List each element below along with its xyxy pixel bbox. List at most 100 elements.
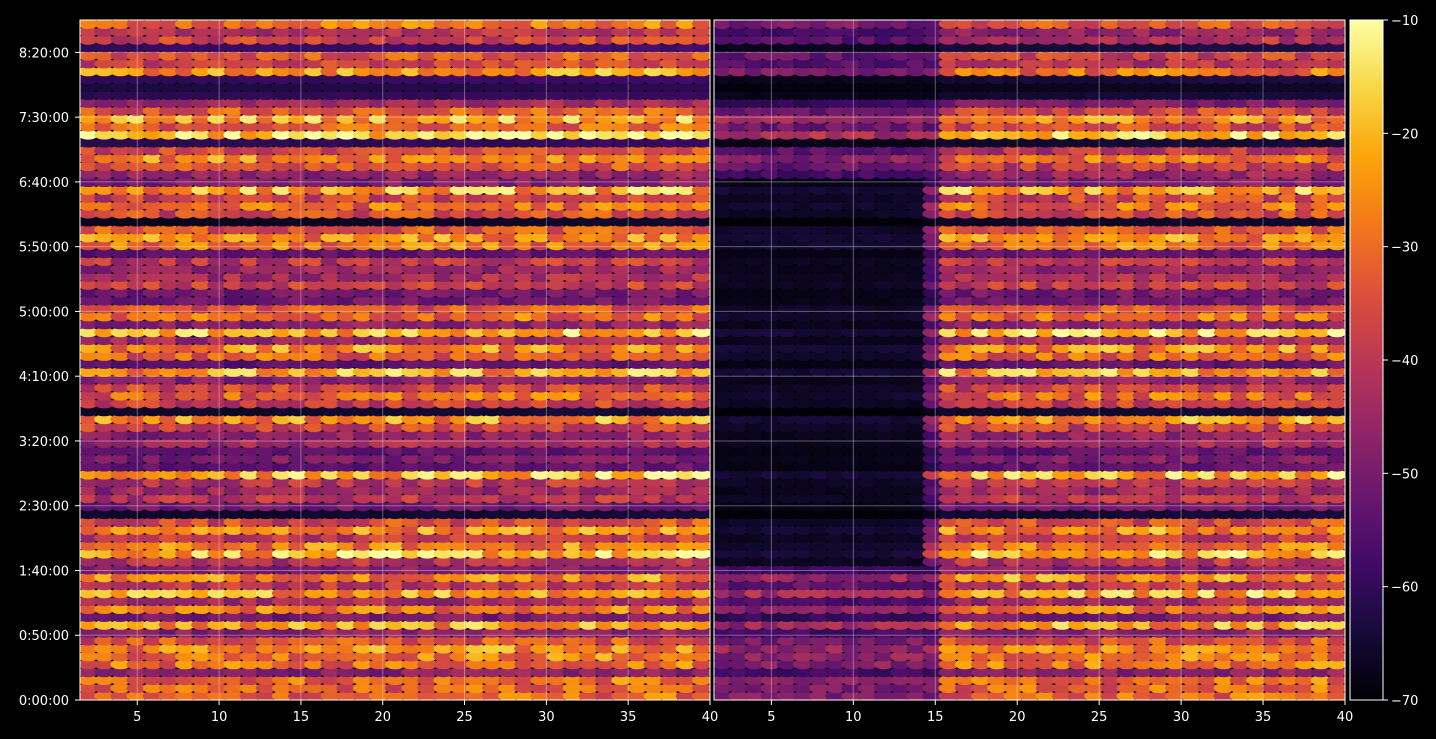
heatmap-cell — [643, 224, 664, 235]
heatmap-cell — [546, 335, 567, 346]
heatmap-cell — [207, 509, 228, 520]
heatmap-cell — [271, 691, 292, 700]
heatmap-cell — [465, 446, 486, 456]
heatmap-cell — [465, 74, 486, 85]
heatmap-cell — [304, 406, 325, 417]
heatmap-cell — [385, 311, 405, 322]
heatmap-cell — [417, 137, 438, 148]
heatmap-cell — [611, 438, 632, 448]
heatmap-cell — [191, 287, 212, 298]
heatmap-cell — [465, 335, 486, 346]
heatmap-cell — [546, 572, 567, 583]
heatmap-cell — [1262, 667, 1283, 678]
heatmap-cell — [595, 359, 615, 369]
heatmap-cell — [578, 82, 599, 93]
heatmap-cell — [514, 556, 535, 567]
heatmap-cell — [175, 129, 195, 140]
heatmap-cell — [288, 20, 309, 29]
heatmap-cell — [465, 548, 486, 559]
heatmap-cell — [401, 280, 422, 290]
heatmap-cell — [498, 398, 519, 409]
heatmap-cell — [271, 453, 292, 464]
heatmap-cell — [320, 34, 341, 45]
heatmap-cell — [191, 430, 212, 440]
heatmap-cell — [320, 477, 341, 488]
heatmap-cell — [126, 137, 147, 148]
heatmap-cell — [744, 627, 765, 638]
heatmap-cell — [562, 446, 583, 456]
heatmap-cell — [481, 200, 502, 211]
heatmap-cell — [578, 232, 599, 243]
heatmap-cell — [288, 556, 309, 567]
heatmap-cell — [890, 620, 911, 630]
heatmap-cell — [223, 272, 244, 282]
heatmap-cell — [336, 74, 357, 85]
heatmap-cell — [223, 74, 244, 85]
heatmap-cell — [304, 177, 325, 188]
heatmap-cell — [320, 635, 341, 646]
heatmap-cell — [578, 564, 599, 575]
heatmap-cell — [255, 272, 276, 282]
heatmap-cell — [578, 280, 599, 290]
heatmap-cell — [368, 351, 389, 361]
heatmap-cell — [595, 27, 615, 37]
heatmap-cell — [1132, 635, 1153, 646]
heatmap-cell — [675, 374, 696, 385]
heatmap-cell — [659, 161, 680, 172]
heatmap-cell — [191, 422, 212, 433]
heatmap-cell — [433, 659, 454, 670]
heatmap-cell — [368, 137, 389, 148]
heatmap-cell — [675, 240, 696, 251]
heatmap-cell — [643, 295, 664, 306]
heatmap-cell — [207, 319, 228, 330]
heatmap-cell — [288, 588, 309, 599]
heatmap-cell — [481, 232, 502, 243]
heatmap-cell — [1116, 651, 1137, 662]
heatmap-cell — [223, 208, 244, 219]
heatmap-cell — [336, 438, 357, 448]
heatmap-cell — [368, 74, 389, 85]
heatmap-cell — [691, 74, 710, 85]
heatmap-cell — [207, 406, 228, 417]
heatmap-cell — [352, 287, 373, 298]
heatmap-cell — [385, 564, 405, 575]
heatmap-cell — [627, 137, 648, 148]
heatmap-cell — [126, 572, 147, 583]
heatmap-cell — [175, 311, 195, 322]
heatmap-cell — [158, 627, 179, 638]
heatmap-cell — [954, 627, 975, 638]
heatmap-cell — [80, 216, 99, 227]
heatmap-cell — [94, 643, 115, 654]
heatmap-cell — [481, 564, 502, 575]
heatmap-cell — [498, 390, 519, 401]
heatmap-cell — [191, 177, 212, 188]
heatmap-cell — [433, 627, 454, 638]
heatmap-cell — [320, 82, 341, 93]
heatmap-cell — [873, 643, 894, 654]
heatmap-cell — [110, 129, 131, 140]
heatmap-cell — [562, 612, 583, 622]
heatmap-cell — [643, 398, 664, 409]
heatmap-cell — [336, 382, 357, 393]
heatmap-cell — [627, 604, 648, 614]
heatmap-cell — [320, 303, 341, 314]
heatmap-cell — [498, 280, 519, 290]
heatmap-cell — [691, 177, 710, 187]
heatmap-cell — [595, 556, 615, 567]
heatmap-cell — [320, 509, 341, 520]
heatmap-cell — [659, 533, 680, 543]
heatmap-cell — [449, 351, 470, 361]
heatmap-cell — [562, 438, 583, 448]
heatmap-cell — [126, 145, 147, 156]
heatmap-cell — [223, 42, 244, 53]
heatmap-cell — [659, 374, 680, 385]
heatmap-cell — [691, 627, 710, 638]
heatmap-cell — [578, 533, 599, 543]
heatmap-cell — [110, 643, 131, 654]
heatmap-cell — [336, 359, 357, 369]
heatmap-cell — [126, 493, 147, 504]
heatmap-cell — [627, 446, 648, 456]
heatmap-cell — [110, 501, 131, 512]
heatmap-cell — [223, 367, 244, 377]
heatmap-cell — [659, 501, 680, 512]
